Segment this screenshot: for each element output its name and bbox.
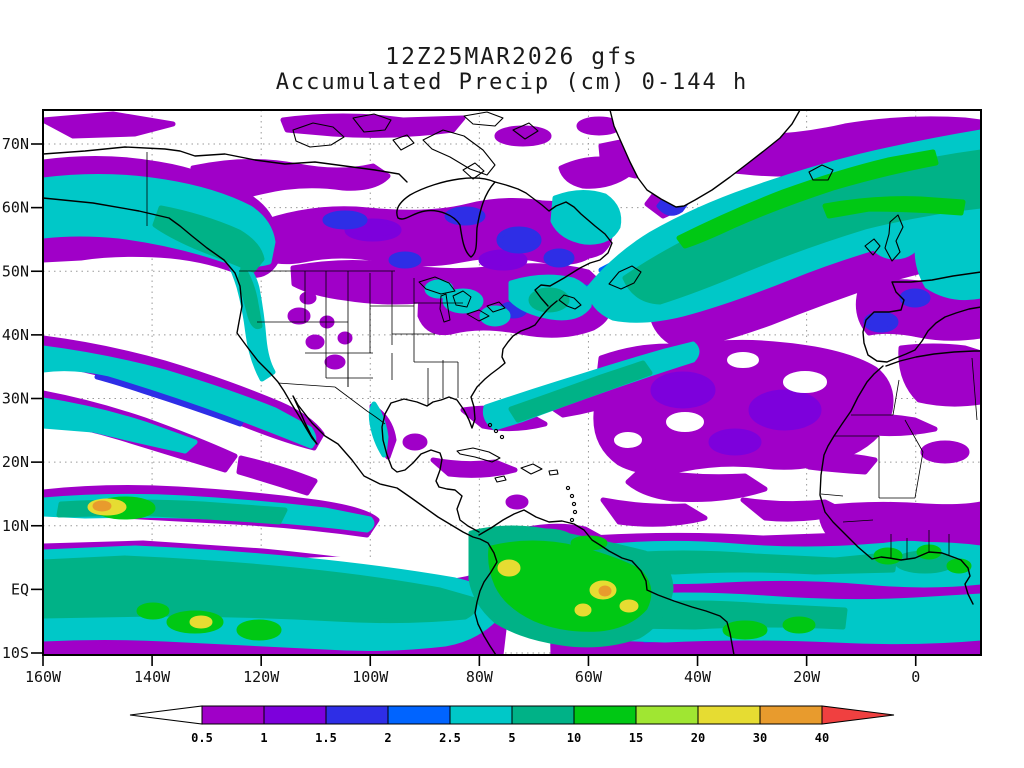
- chart-subtitle: Accumulated Precip (cm) 0-144 h: [275, 70, 749, 95]
- colorbar-segment: [635, 705, 699, 725]
- colorbar-segment: [511, 705, 575, 725]
- precip-level-1-1p5cm: [344, 218, 822, 456]
- colorbar-level-label: 20: [691, 731, 705, 745]
- colorbar-level-label: 40: [815, 731, 829, 745]
- lon-tick-label: 100W: [352, 668, 389, 686]
- colorbar-level-label: 15: [629, 731, 643, 745]
- precip-shaded-field: [43, 111, 981, 655]
- colorbar-segment: [449, 705, 513, 725]
- nova-scotia: [558, 294, 582, 310]
- lon-tick-label: 120W: [243, 668, 280, 686]
- south-america-north-coastline: [478, 509, 735, 655]
- africa-west-coastline: [819, 365, 974, 605]
- title-block: 12Z25MAR2026 gfs Accumulated Precip (cm)…: [0, 44, 1024, 96]
- precip-level-10-15cm: [94, 149, 972, 641]
- colorbar-below-min-arrow: [129, 705, 203, 725]
- north-america-pacific-coastline: [43, 197, 498, 655]
- colorbar-level-label: 2: [384, 731, 391, 745]
- lon-tick-label: 20W: [793, 668, 821, 686]
- lat-tick-label: 10N: [2, 517, 29, 535]
- colorbar-segment: [387, 705, 451, 725]
- great-lakes: [418, 276, 506, 323]
- chart-title: 12Z25MAR2026 gfs: [385, 44, 639, 70]
- lat-tick-label: 50N: [2, 262, 29, 280]
- lon-tick-label: 40W: [684, 668, 712, 686]
- colorbar-level-label: 2.5: [439, 731, 461, 745]
- colorbar-level-label: 0.5: [191, 731, 213, 745]
- caribbean-islands: [456, 422, 578, 523]
- precip-level-30-40cm: [92, 500, 612, 597]
- arctic-islands: [292, 111, 539, 180]
- lat-tick-label: 40N: [2, 326, 29, 344]
- precip-map: 70N 60N 50N 40N 30N 20N 10N EQ 10S 160W 140W 120W 10…: [2, 109, 982, 686]
- great-britain: [884, 214, 904, 262]
- colorbar-segment: [697, 705, 761, 725]
- colorbar-level-label: 1: [260, 731, 267, 745]
- colorbar-segment: [325, 705, 389, 725]
- colorbar-level-label: 10: [567, 731, 581, 745]
- lat-tick-label: 60N: [2, 199, 29, 217]
- colorbar-level-label: 30: [753, 731, 767, 745]
- colorbar-level-label: 1.5: [315, 731, 337, 745]
- plot-frame: [42, 109, 982, 656]
- colorbar-level-label: 5: [508, 731, 515, 745]
- europe-coastline: [862, 271, 981, 363]
- precip-colorbar: 0.5 1 1.5 2 2.5 5 10 15 20 30 40: [129, 705, 895, 745]
- lat-tick-label: EQ: [11, 580, 29, 598]
- north-africa-med-coastline: [885, 350, 981, 367]
- colorbar-segment: [263, 705, 327, 725]
- coastlines-and-borders: [43, 110, 981, 655]
- africa-country-borders: [820, 357, 978, 559]
- arctic-coastline: [43, 146, 408, 183]
- axis-ticks-and-labels: 70N 60N 50N 40N 30N 20N 10N EQ 10S 160W 140W 120W 10…: [2, 135, 920, 686]
- st-lawrence-labrador-coastline: [494, 181, 613, 307]
- greenland-coastline: [609, 110, 801, 208]
- hudson-bay: [396, 177, 496, 258]
- colorbar-segment: [201, 705, 265, 725]
- ireland: [864, 238, 881, 256]
- lat-tick-label: 30N: [2, 390, 29, 408]
- colorbar-segment: [759, 705, 823, 725]
- lon-tick-label: 160W: [25, 668, 62, 686]
- lat-tick-label: 20N: [2, 453, 29, 471]
- lon-tick-label: 80W: [466, 668, 494, 686]
- lon-tick-label: 0: [911, 668, 920, 686]
- us-state-borders: [239, 270, 463, 425]
- gulf-atlantic-coastline: [381, 300, 558, 533]
- lat-tick-label: 10S: [2, 644, 29, 662]
- lat-tick-label: 70N: [2, 135, 29, 153]
- newfoundland: [608, 265, 642, 290]
- lon-tick-label: 140W: [134, 668, 171, 686]
- iceland: [808, 164, 834, 181]
- lon-tick-label: 60W: [575, 668, 603, 686]
- colorbar-above-max-arrow: [821, 705, 895, 725]
- colorbar-segment: [573, 705, 637, 725]
